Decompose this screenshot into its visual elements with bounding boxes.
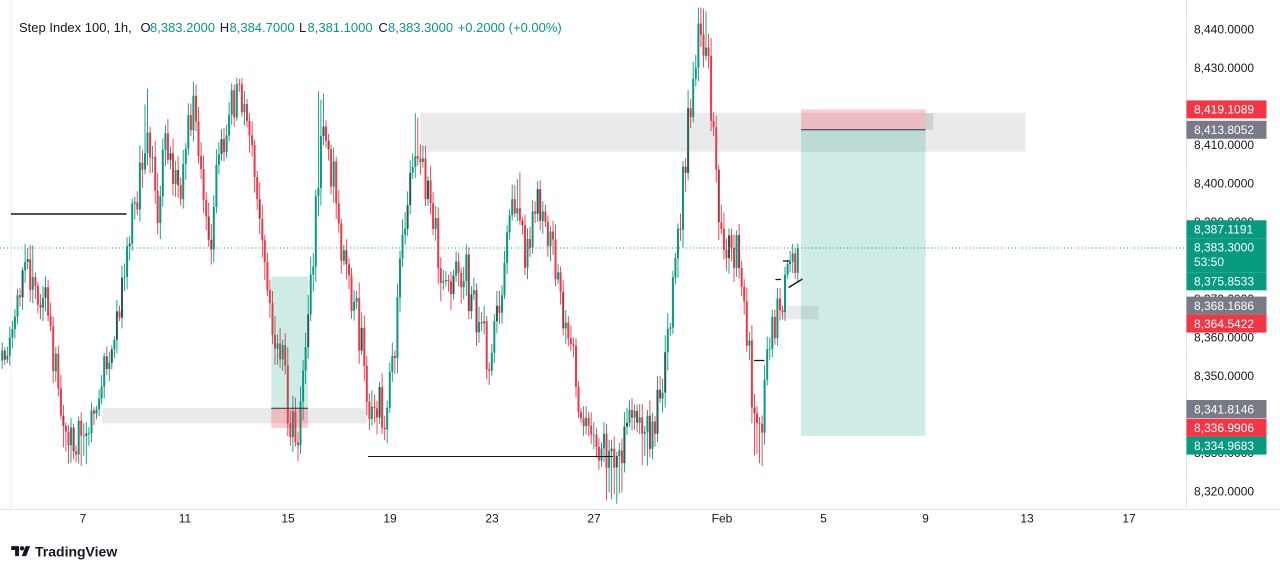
svg-text:L: L: [299, 20, 306, 35]
svg-text:8,381.1000: 8,381.1000: [308, 20, 373, 35]
svg-text:8,410.0000: 8,410.0000: [1194, 138, 1254, 152]
svg-text:Step Index 100, 1h,: Step Index 100, 1h,: [19, 20, 132, 35]
svg-text:+0.2000 (+0.00%): +0.2000 (+0.00%): [458, 20, 562, 35]
svg-text:8,430.0000: 8,430.0000: [1194, 61, 1254, 75]
svg-text:13: 13: [1020, 511, 1034, 525]
svg-text:8,341.8146: 8,341.8146: [1194, 402, 1254, 416]
svg-text:8,440.0000: 8,440.0000: [1194, 22, 1254, 36]
svg-text:8,400.0000: 8,400.0000: [1194, 176, 1254, 190]
svg-text:Feb: Feb: [712, 511, 733, 525]
svg-text:8,413.8052: 8,413.8052: [1194, 123, 1254, 137]
svg-text:8,383.3000: 8,383.3000: [388, 20, 453, 35]
svg-text:8,360.0000: 8,360.0000: [1194, 330, 1254, 344]
svg-text:8,368.1686: 8,368.1686: [1194, 299, 1254, 313]
svg-text:8,375.8533: 8,375.8533: [1194, 275, 1254, 289]
svg-text:19: 19: [383, 511, 397, 525]
svg-text:8,336.9906: 8,336.9906: [1194, 421, 1254, 435]
svg-text:15: 15: [281, 511, 295, 525]
svg-text:23: 23: [485, 511, 499, 525]
svg-text:O: O: [141, 20, 151, 35]
svg-text:TradingView: TradingView: [35, 544, 117, 560]
svg-text:8,419.1089: 8,419.1089: [1194, 103, 1254, 117]
svg-text:53:50: 53:50: [1194, 255, 1224, 269]
svg-text:8,334.9683: 8,334.9683: [1194, 439, 1254, 453]
svg-text:11: 11: [179, 511, 192, 525]
svg-text:H: H: [220, 20, 229, 35]
svg-text:27: 27: [587, 511, 601, 525]
svg-text:8,364.5422: 8,364.5422: [1194, 317, 1254, 331]
svg-text:17: 17: [1122, 511, 1136, 525]
svg-text:8,387.1191: 8,387.1191: [1194, 223, 1253, 237]
svg-text:8,383.3000: 8,383.3000: [1194, 241, 1254, 255]
svg-text:8,320.0000: 8,320.0000: [1194, 484, 1254, 498]
svg-text:8,350.0000: 8,350.0000: [1194, 369, 1254, 383]
svg-text:9: 9: [922, 511, 929, 525]
svg-text:8,383.2000: 8,383.2000: [150, 20, 215, 35]
svg-text:5: 5: [820, 511, 827, 525]
svg-text:7: 7: [80, 511, 87, 525]
svg-text:C: C: [378, 20, 387, 35]
svg-text:8,384.7000: 8,384.7000: [230, 20, 295, 35]
